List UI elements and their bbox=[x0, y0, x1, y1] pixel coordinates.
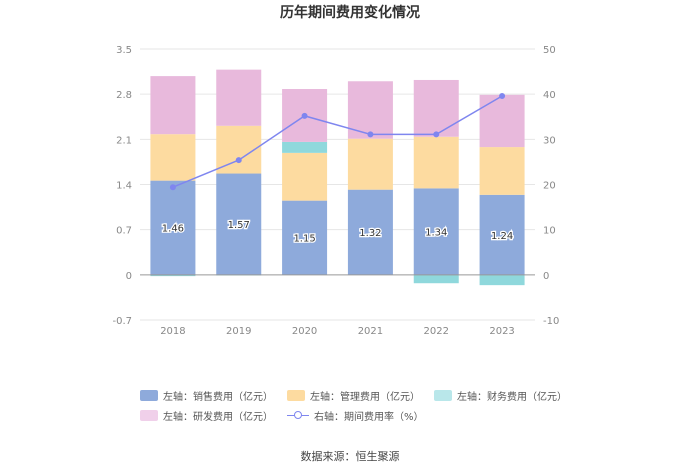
legend-swatch-sales bbox=[140, 389, 158, 401]
bar-segment bbox=[413, 79, 459, 137]
bar-value-label: 1.32 bbox=[359, 228, 381, 239]
bar-segment bbox=[150, 274, 196, 277]
x-tick-label: 2021 bbox=[358, 326, 383, 337]
bar-segment bbox=[347, 138, 393, 190]
y-right-tick-label: -10 bbox=[543, 316, 559, 327]
y-right-tick-label: 30 bbox=[543, 135, 556, 146]
x-tick-label: 2022 bbox=[424, 326, 449, 337]
y-left-tick-label: 2.1 bbox=[116, 135, 132, 146]
bar-segment bbox=[413, 188, 459, 275]
legend-swatch-rnd bbox=[140, 409, 158, 421]
x-tick-label: 2019 bbox=[226, 326, 251, 337]
bar-segment bbox=[150, 134, 196, 181]
legend-label: 左轴：销售费用（亿元） bbox=[163, 391, 273, 403]
expense-ratio-point bbox=[499, 92, 506, 99]
expense-ratio-point bbox=[169, 184, 176, 191]
chart-title: 历年期间费用变化情况 bbox=[280, 4, 420, 21]
expense-ratio-line bbox=[172, 95, 503, 188]
y-left-tick-label: -0.7 bbox=[112, 316, 132, 327]
bar-value-label: 1.34 bbox=[425, 228, 447, 239]
bar-segment bbox=[413, 136, 459, 189]
bar-segment bbox=[150, 76, 196, 135]
y-right-tick-label: 50 bbox=[543, 45, 556, 56]
expense-ratio-point bbox=[433, 131, 440, 138]
legend-swatch-admin bbox=[287, 389, 305, 401]
y-right-tick-label: 20 bbox=[543, 181, 556, 192]
y-right-tick-label: 40 bbox=[543, 90, 556, 101]
expense-ratio-point bbox=[301, 112, 308, 119]
legend-swatch-finance bbox=[434, 389, 452, 401]
bar-value-label: 1.57 bbox=[228, 220, 250, 231]
bar-segment bbox=[282, 141, 328, 153]
y-left-tick-label: 3.5 bbox=[116, 45, 132, 56]
legend-item-admin[interactable]: 左轴：管理费用（亿元） bbox=[287, 388, 420, 403]
y-left-tick-label: 0 bbox=[126, 271, 132, 282]
legend-label: 左轴：财务费用（亿元） bbox=[457, 391, 567, 403]
legend-item-finance[interactable]: 左轴：财务费用（亿元） bbox=[434, 388, 567, 403]
bar-segment bbox=[479, 94, 525, 148]
legend-label: 右轴：期间费用率（%） bbox=[314, 411, 424, 423]
x-tick-label: 2018 bbox=[160, 326, 185, 337]
bar-segment bbox=[216, 69, 262, 126]
x-tick-label: 2020 bbox=[292, 326, 317, 337]
bar-segment bbox=[479, 194, 525, 275]
y-right-tick-label: 0 bbox=[543, 271, 549, 282]
bar-value-label: 1.15 bbox=[293, 234, 315, 245]
bar-segment bbox=[413, 274, 459, 284]
bar-segment bbox=[282, 152, 328, 201]
bar-segment bbox=[150, 180, 196, 275]
expense-ratio-point bbox=[235, 157, 242, 164]
bar-segment bbox=[347, 189, 393, 275]
data-source: 数据来源：恒生聚源 bbox=[300, 450, 400, 463]
bar-segment bbox=[282, 200, 328, 275]
expense-ratio-point bbox=[367, 131, 374, 138]
x-tick-label: 2023 bbox=[489, 326, 514, 337]
y-left-tick-label: 0.7 bbox=[116, 226, 132, 237]
bar-value-label: 1.24 bbox=[491, 231, 513, 242]
legend-label: 左轴：管理费用（亿元） bbox=[310, 391, 420, 403]
bar-segment bbox=[479, 274, 525, 286]
legend-label: 左轴：研发费用（亿元） bbox=[163, 411, 273, 423]
legend-item-sales[interactable]: 左轴：销售费用（亿元） bbox=[140, 388, 273, 403]
bar-segment bbox=[479, 147, 525, 195]
y-right-tick-label: 10 bbox=[543, 226, 556, 237]
legend-item-rnd[interactable]: 左轴：研发费用（亿元） bbox=[140, 408, 273, 423]
bar-value-label: 1.46 bbox=[162, 224, 184, 235]
y-left-tick-label: 1.4 bbox=[116, 181, 132, 192]
y-left-tick-label: 2.8 bbox=[116, 90, 132, 101]
legend: 左轴：销售费用（亿元） 左轴：管理费用（亿元） 左轴：财务费用（亿元） 左轴：研… bbox=[140, 388, 580, 423]
legend-item-expense-ratio[interactable]: 右轴：期间费用率（%） bbox=[287, 408, 424, 423]
legend-line-icon bbox=[287, 410, 309, 421]
bar-segment bbox=[347, 81, 393, 139]
bar-segment bbox=[216, 173, 262, 275]
